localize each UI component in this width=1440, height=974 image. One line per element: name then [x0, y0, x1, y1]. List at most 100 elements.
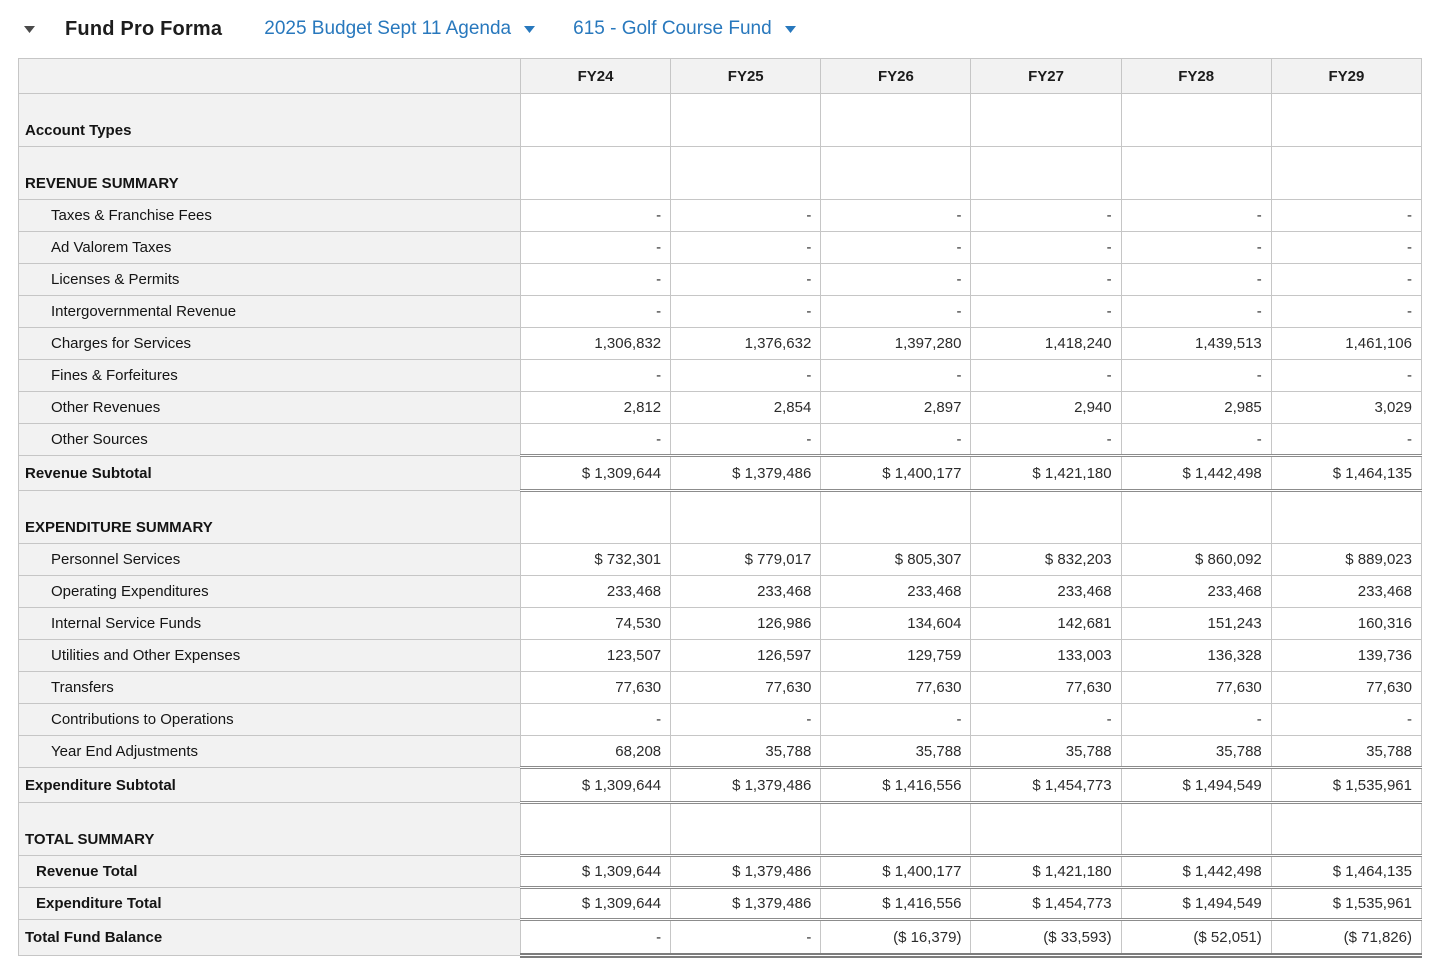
cell-fy27: -	[970, 359, 1122, 392]
cell-fy28: $ 1,494,549	[1120, 886, 1272, 921]
cell-fy28: 77,630	[1120, 671, 1272, 704]
cell-fy26: $ 1,400,177	[820, 454, 972, 492]
cell-fy26	[820, 802, 972, 856]
column-header-fy25: FY25	[670, 58, 822, 94]
table-row-revenue-summary: REVENUE SUMMARY	[18, 146, 1423, 200]
cell-fy24: 123,507	[519, 639, 672, 672]
cell-fy25	[670, 93, 822, 147]
cell-fy25: -	[670, 423, 822, 456]
cell-fy25	[670, 490, 822, 544]
table-row-utilities-and-other-expenses: Utilities and Other Expenses 123,507 126,5…	[18, 639, 1423, 672]
cell-fy27: 77,630	[970, 671, 1122, 704]
cell-fy28: -	[1120, 703, 1272, 736]
cell-fy29: 3,029	[1270, 391, 1423, 424]
cell-fy27	[970, 146, 1122, 200]
cell-fy25: 233,468	[670, 575, 822, 608]
cell-fy27	[970, 93, 1122, 147]
cell-fy28: 2,985	[1120, 391, 1272, 424]
table-row-expenditure-total: Expenditure Total $ 1,309,644 $ 1,379,486 $…	[18, 886, 1423, 921]
cell-fy26: 2,897	[820, 391, 972, 424]
cell-fy26: $ 805,307	[820, 543, 972, 576]
cell-fy24: 74,530	[519, 607, 672, 640]
chevron-down-icon	[524, 25, 536, 33]
column-header-fy27: FY27	[970, 58, 1122, 94]
cell-fy27: 35,788	[970, 735, 1122, 768]
cell-fy28: -	[1120, 199, 1272, 232]
cell-fy26: $ 1,416,556	[820, 886, 972, 921]
cell-fy28: $ 1,442,498	[1120, 854, 1272, 889]
cell-fy24	[519, 490, 672, 544]
row-label: Other Sources	[18, 423, 521, 456]
fund-dropdown[interactable]: 615 - Golf Course Fund	[573, 18, 796, 40]
cell-fy24	[519, 93, 672, 147]
cell-fy29: -	[1270, 295, 1423, 328]
cell-fy28	[1120, 490, 1272, 544]
cell-fy29: $ 1,535,961	[1270, 766, 1423, 804]
cell-fy25: -	[670, 263, 822, 296]
cell-fy29	[1270, 146, 1423, 200]
cell-fy29: -	[1270, 423, 1423, 456]
table-body: Account Types REVENUE SUMMARY Taxes & Fran…	[18, 93, 1423, 958]
cell-fy29: -	[1270, 359, 1423, 392]
row-label: Revenue Total	[18, 855, 521, 888]
cell-fy29	[1270, 490, 1423, 544]
column-header-fy24: FY24	[519, 58, 672, 94]
toolbar: Fund Pro Forma 2025 Budget Sept 11 Agend…	[0, 0, 1440, 58]
cell-fy25: -	[670, 199, 822, 232]
row-label: Transfers	[18, 671, 521, 704]
table-row-revenue-subtotal: Revenue Subtotal $ 1,309,644 $ 1,379,486 $ …	[18, 454, 1423, 492]
budget-dropdown-label: 2025 Budget Sept 11 Agenda	[264, 18, 512, 39]
cell-fy25: 1,376,632	[670, 327, 822, 360]
cell-fy27: ($ 33,593)	[970, 918, 1122, 958]
cell-fy28: 151,243	[1120, 607, 1272, 640]
cell-fy26: 134,604	[820, 607, 972, 640]
budget-dropdown[interactable]: 2025 Budget Sept 11 Agenda	[264, 18, 536, 40]
row-label: Contributions to Operations	[18, 703, 521, 736]
collapse-toggle-icon[interactable]	[24, 25, 35, 33]
table-row-fines-forfeitures: Fines & Forfeitures - - - - - -	[18, 359, 1423, 392]
row-label: Ad Valorem Taxes	[18, 231, 521, 264]
cell-fy24: -	[519, 359, 672, 392]
cell-fy29: 139,736	[1270, 639, 1423, 672]
cell-fy27	[970, 490, 1122, 544]
cell-fy26: -	[820, 703, 972, 736]
cell-fy25: $ 1,379,486	[670, 886, 822, 921]
cell-fy26: -	[820, 263, 972, 296]
cell-fy26: 233,468	[820, 575, 972, 608]
column-header-fy26: FY26	[820, 58, 972, 94]
cell-fy27: $ 1,421,180	[970, 854, 1122, 889]
cell-fy24: -	[519, 423, 672, 456]
table-row-charges-for-services: Charges for Services 1,306,832 1,376,632 1,…	[18, 327, 1423, 360]
cell-fy28: -	[1120, 359, 1272, 392]
cell-fy24: 68,208	[519, 735, 672, 768]
cell-fy24	[519, 802, 672, 856]
cell-fy26: 1,397,280	[820, 327, 972, 360]
cell-fy25: 35,788	[670, 735, 822, 768]
cell-fy28: -	[1120, 231, 1272, 264]
cell-fy28	[1120, 93, 1272, 147]
cell-fy26: -	[820, 359, 972, 392]
cell-fy25: -	[670, 295, 822, 328]
cell-fy27	[970, 802, 1122, 856]
row-label: Internal Service Funds	[18, 607, 521, 640]
chevron-down-icon	[784, 25, 796, 33]
row-label: Licenses & Permits	[18, 263, 521, 296]
column-header-fy28: FY28	[1120, 58, 1272, 94]
row-label: Fines & Forfeitures	[18, 359, 521, 392]
cell-fy27: 142,681	[970, 607, 1122, 640]
cell-fy26: 35,788	[820, 735, 972, 768]
cell-fy24: 1,306,832	[519, 327, 672, 360]
cell-fy25: 126,986	[670, 607, 822, 640]
cell-fy29	[1270, 802, 1423, 856]
cell-fy24: $ 1,309,644	[519, 766, 672, 804]
cell-fy28	[1120, 146, 1272, 200]
cell-fy29: 77,630	[1270, 671, 1423, 704]
cell-fy27: -	[970, 703, 1122, 736]
row-label: REVENUE SUMMARY	[18, 146, 521, 200]
cell-fy29: $ 1,464,135	[1270, 854, 1423, 889]
cell-fy26: -	[820, 423, 972, 456]
cell-fy29: -	[1270, 199, 1423, 232]
cell-fy24: -	[519, 703, 672, 736]
cell-fy27: 133,003	[970, 639, 1122, 672]
cell-fy25: -	[670, 359, 822, 392]
